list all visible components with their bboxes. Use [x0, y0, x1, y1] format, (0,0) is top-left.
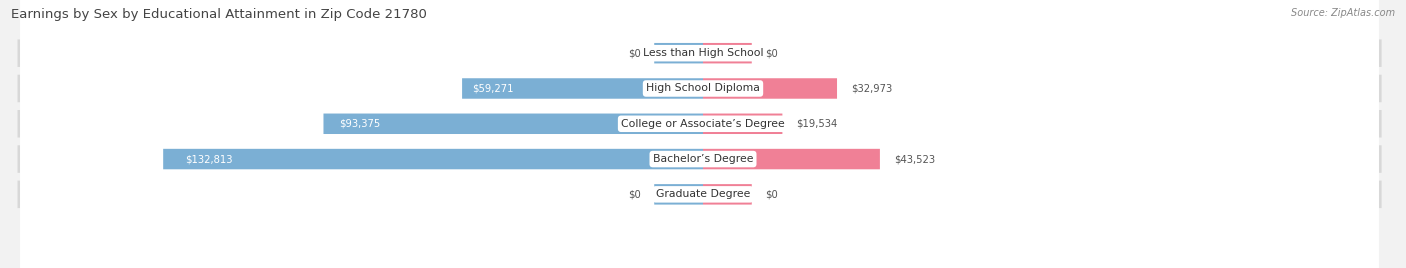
FancyBboxPatch shape — [703, 114, 782, 134]
FancyBboxPatch shape — [654, 43, 703, 64]
FancyBboxPatch shape — [654, 184, 703, 204]
FancyBboxPatch shape — [17, 110, 1382, 137]
Text: Less than High School: Less than High School — [643, 48, 763, 58]
Text: Earnings by Sex by Educational Attainment in Zip Code 21780: Earnings by Sex by Educational Attainmen… — [11, 8, 427, 21]
Text: $0: $0 — [765, 48, 779, 58]
Text: $0: $0 — [627, 48, 641, 58]
FancyBboxPatch shape — [163, 149, 703, 169]
FancyBboxPatch shape — [20, 0, 1379, 268]
FancyBboxPatch shape — [703, 149, 880, 169]
Text: $0: $0 — [765, 189, 779, 199]
FancyBboxPatch shape — [17, 181, 1382, 208]
FancyBboxPatch shape — [703, 184, 752, 204]
FancyBboxPatch shape — [20, 0, 1379, 268]
Text: $59,271: $59,271 — [472, 83, 513, 94]
Text: $43,523: $43,523 — [894, 154, 935, 164]
Text: Graduate Degree: Graduate Degree — [655, 189, 751, 199]
FancyBboxPatch shape — [323, 114, 703, 134]
FancyBboxPatch shape — [703, 78, 837, 99]
Text: $93,375: $93,375 — [339, 119, 380, 129]
FancyBboxPatch shape — [20, 0, 1379, 268]
FancyBboxPatch shape — [17, 145, 1382, 173]
Text: Bachelor’s Degree: Bachelor’s Degree — [652, 154, 754, 164]
FancyBboxPatch shape — [17, 75, 1382, 102]
FancyBboxPatch shape — [463, 78, 703, 99]
Text: High School Diploma: High School Diploma — [647, 83, 759, 94]
FancyBboxPatch shape — [20, 0, 1379, 268]
Text: $19,534: $19,534 — [796, 119, 838, 129]
FancyBboxPatch shape — [20, 0, 1379, 268]
Text: College or Associate’s Degree: College or Associate’s Degree — [621, 119, 785, 129]
Text: $0: $0 — [627, 189, 641, 199]
Text: $132,813: $132,813 — [184, 154, 232, 164]
FancyBboxPatch shape — [703, 43, 752, 64]
Text: Source: ZipAtlas.com: Source: ZipAtlas.com — [1291, 8, 1395, 18]
Text: $32,973: $32,973 — [851, 83, 891, 94]
FancyBboxPatch shape — [17, 39, 1382, 67]
